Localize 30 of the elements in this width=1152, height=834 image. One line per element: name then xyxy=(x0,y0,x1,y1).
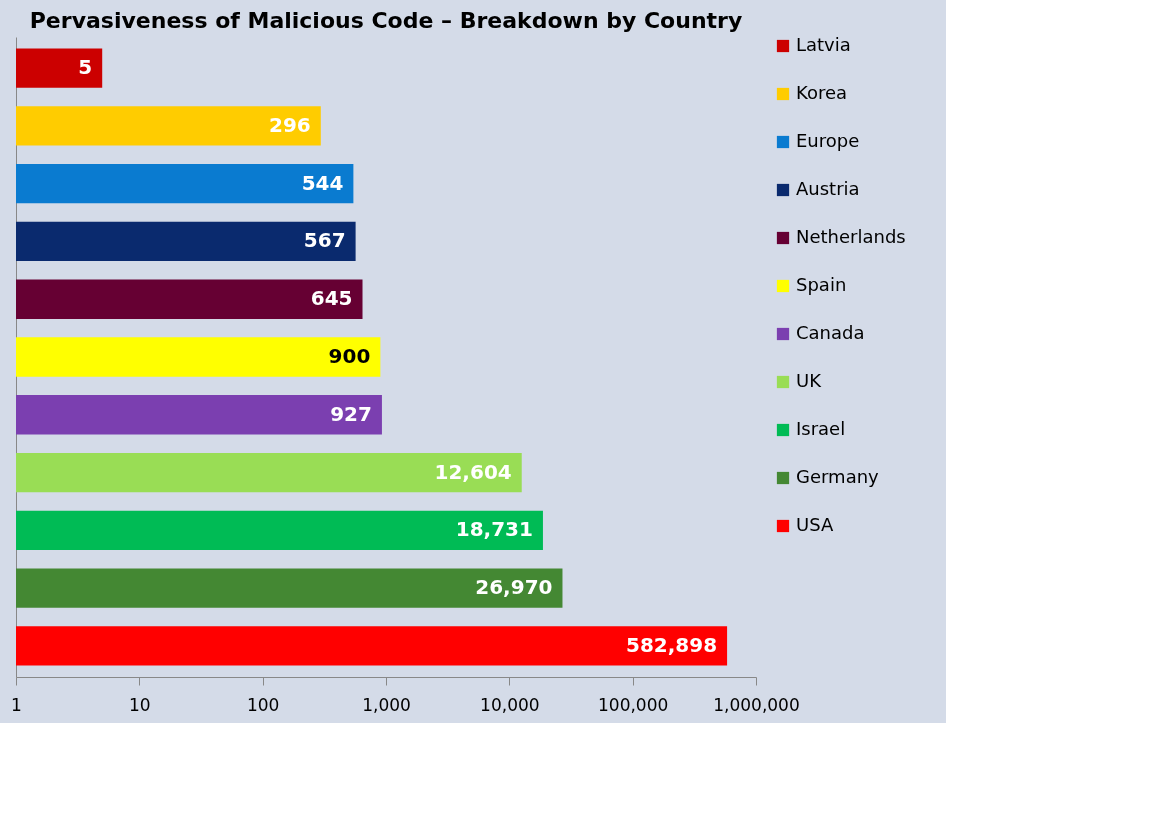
legend-label: Canada xyxy=(796,322,865,343)
data-label: 26,970 xyxy=(475,575,553,600)
data-label: 5 xyxy=(78,55,93,80)
legend-label: Netherlands xyxy=(796,226,906,247)
legend-label: Spain xyxy=(796,274,847,295)
x-tick-label: 10,000 xyxy=(480,694,540,715)
data-label: 900 xyxy=(328,344,371,368)
data-label: 12,604 xyxy=(434,459,512,484)
x-tick-label: 1,000,000 xyxy=(713,694,800,715)
chart-title: Pervasiveness of Malicious Code – Breakdown by Country xyxy=(29,8,743,33)
x-tick-label: 100 xyxy=(246,694,280,715)
legend-label: Germany xyxy=(796,466,880,487)
data-label: 582,898 xyxy=(626,632,718,657)
legend-label: Austria xyxy=(796,178,860,199)
x-tick-label: 1,000 xyxy=(362,694,411,715)
legend-label: UK xyxy=(796,370,823,391)
data-label: 927 xyxy=(330,401,372,426)
legend-label: Israel xyxy=(796,418,846,439)
x-tick-label: 1 xyxy=(11,694,22,715)
data-label: 645 xyxy=(310,286,353,311)
x-tick-label: 10 xyxy=(129,694,151,715)
legend-label: Korea xyxy=(796,82,848,103)
data-label: 18,731 xyxy=(455,517,533,542)
x-tick-label: 100,000 xyxy=(598,694,669,715)
legend-label: Latvia xyxy=(796,34,851,55)
data-label: 567 xyxy=(303,228,346,253)
data-label: 544 xyxy=(301,170,344,195)
legend-label: Europe xyxy=(796,130,860,151)
data-label: 296 xyxy=(269,112,311,137)
legend-label: USA xyxy=(796,514,834,535)
